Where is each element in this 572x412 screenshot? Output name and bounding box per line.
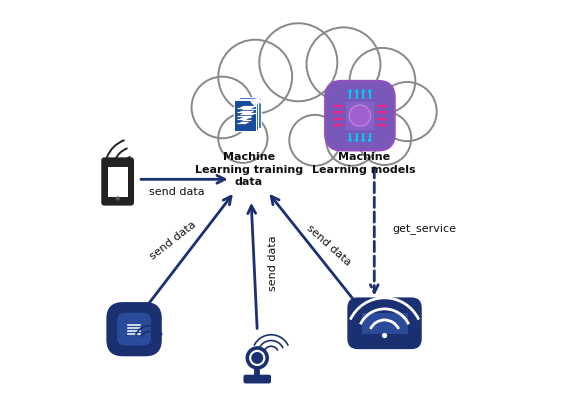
Circle shape [348,89,352,93]
Text: send data: send data [305,222,353,267]
Circle shape [219,114,268,163]
Polygon shape [251,101,255,106]
Circle shape [382,333,387,338]
Circle shape [349,105,371,126]
Circle shape [333,104,337,108]
FancyBboxPatch shape [101,157,134,206]
FancyBboxPatch shape [347,297,422,349]
Circle shape [251,352,263,364]
Circle shape [349,48,415,114]
Polygon shape [253,100,257,105]
Circle shape [326,115,377,166]
FancyBboxPatch shape [325,81,395,150]
FancyBboxPatch shape [236,99,259,130]
Text: get_service: get_service [393,223,457,234]
Circle shape [383,124,386,127]
Circle shape [383,111,386,114]
FancyBboxPatch shape [346,102,374,130]
FancyBboxPatch shape [108,167,128,197]
Text: send data: send data [148,220,198,262]
Circle shape [333,117,337,121]
Circle shape [289,115,340,166]
Circle shape [245,346,269,370]
Circle shape [192,77,253,138]
Text: Machine
Learning models: Machine Learning models [312,152,416,175]
Polygon shape [255,98,260,103]
Circle shape [362,138,365,142]
Text: send data: send data [149,187,205,197]
Circle shape [307,27,380,101]
Circle shape [219,40,292,114]
Text: Machine
Learning training
data: Machine Learning training data [195,152,303,187]
Text: send data: send data [268,236,277,291]
FancyBboxPatch shape [244,375,271,384]
Circle shape [348,138,352,142]
FancyBboxPatch shape [362,334,407,338]
Circle shape [368,89,371,93]
FancyBboxPatch shape [234,100,256,131]
FancyBboxPatch shape [106,302,162,356]
FancyBboxPatch shape [126,337,142,347]
FancyBboxPatch shape [367,340,402,349]
Circle shape [378,82,436,141]
Circle shape [362,89,365,93]
Circle shape [333,124,337,127]
Circle shape [116,197,120,201]
FancyBboxPatch shape [239,98,261,129]
Circle shape [358,112,411,165]
FancyBboxPatch shape [382,338,388,343]
FancyBboxPatch shape [362,313,407,336]
FancyBboxPatch shape [198,77,411,145]
Circle shape [368,138,371,142]
Circle shape [333,111,337,114]
Circle shape [383,117,386,121]
Circle shape [249,350,265,366]
Circle shape [259,23,337,101]
Circle shape [383,104,386,108]
Circle shape [355,138,358,142]
FancyBboxPatch shape [117,313,151,346]
FancyBboxPatch shape [126,310,142,320]
Circle shape [355,89,358,93]
